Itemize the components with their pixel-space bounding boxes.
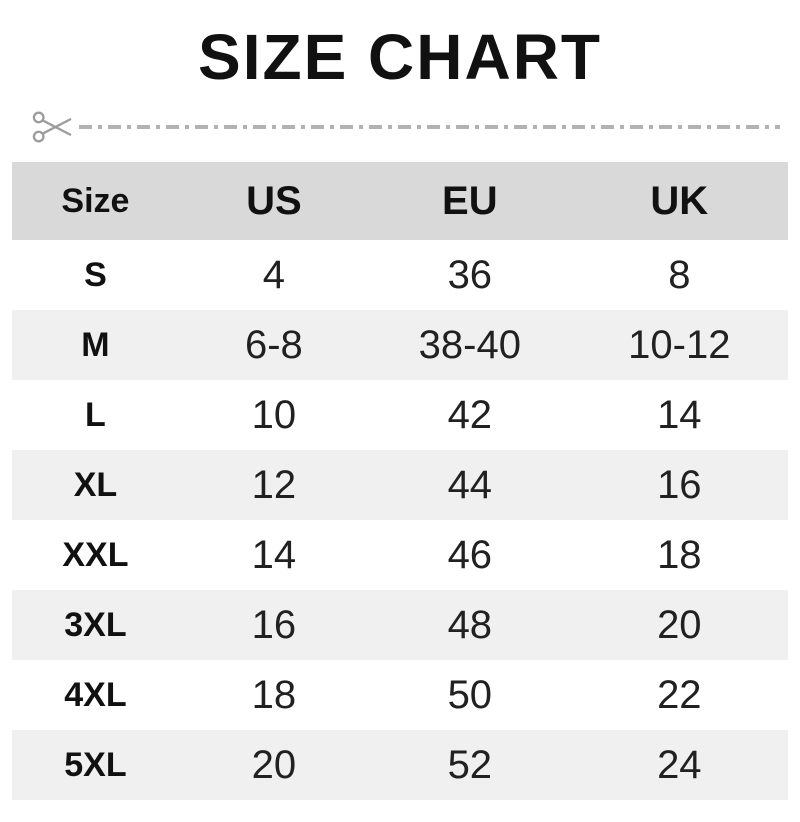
us-cell: 10 [251,392,297,437]
column-header-size: Size [61,181,130,220]
table-header-row: Size US EU UK [12,162,788,241]
scissors-icon [32,111,72,143]
column-header-eu: EU [442,178,498,223]
eu-cell: 46 [447,532,493,577]
eu-cell: 42 [447,392,493,437]
eu-cell: 52 [447,742,493,787]
cut-line [32,108,780,146]
page-title: SIZE CHART [198,21,602,93]
size-table: Size US EU UK S 4 36 8 M 6-8 38-40 10-12… [12,162,788,801]
us-cell: 16 [251,602,297,647]
uk-cell: 10-12 [628,322,731,367]
size-cell: 4XL [64,675,127,714]
eu-cell: 44 [447,462,493,507]
size-cell: XXL [62,535,129,574]
us-cell: 12 [251,462,297,507]
us-cell: 18 [251,672,297,717]
table-row-m: M 6-8 38-40 10-12 [12,310,788,381]
size-cell: 3XL [64,605,127,644]
uk-cell: 24 [657,742,702,787]
uk-cell: 18 [657,532,702,577]
us-cell: 20 [251,742,297,787]
table-row-3xl: 3XL 16 48 20 [12,590,788,661]
eu-cell: 36 [447,252,493,297]
eu-cell: 38-40 [418,322,521,367]
uk-cell: 14 [657,392,702,437]
size-cell: S [84,255,107,294]
table-row-l: L 10 42 14 [12,380,788,450]
uk-cell: 20 [657,602,702,647]
table-row-xxl: XXL 14 46 18 [12,520,788,590]
table-row-5xl: 5XL 20 52 24 [12,730,788,801]
column-header-uk: UK [650,178,709,223]
size-chart-page: SIZE CHART Size US EU UK S 4 36 8 M 6-8 … [0,22,800,822]
dashed-cut-line [79,125,780,130]
eu-cell: 50 [447,672,493,717]
table-row-xl: XL 12 44 16 [12,450,788,521]
size-cell: L [85,395,106,434]
uk-cell: 8 [668,252,691,297]
column-header-us: US [246,178,302,223]
eu-cell: 48 [447,602,493,647]
us-cell: 14 [251,532,297,577]
table-row-s: S 4 36 8 [12,240,788,310]
us-cell: 6-8 [244,322,303,367]
size-cell: XL [73,465,118,504]
table-row-4xl: 4XL 18 50 22 [12,660,788,730]
size-cell: 5XL [64,745,127,784]
uk-cell: 16 [657,462,702,507]
size-cell: M [81,325,110,364]
uk-cell: 22 [657,672,702,717]
us-cell: 4 [262,252,285,297]
